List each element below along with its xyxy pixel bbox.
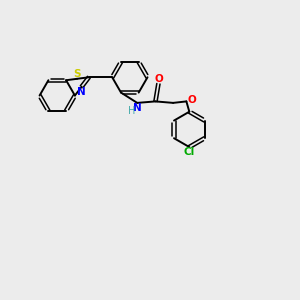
Text: H: H xyxy=(128,106,136,116)
Text: O: O xyxy=(187,95,196,105)
Text: N: N xyxy=(77,87,86,97)
Text: N: N xyxy=(134,103,142,113)
Text: O: O xyxy=(154,74,163,84)
Text: S: S xyxy=(73,69,81,79)
Text: Cl: Cl xyxy=(184,147,195,157)
